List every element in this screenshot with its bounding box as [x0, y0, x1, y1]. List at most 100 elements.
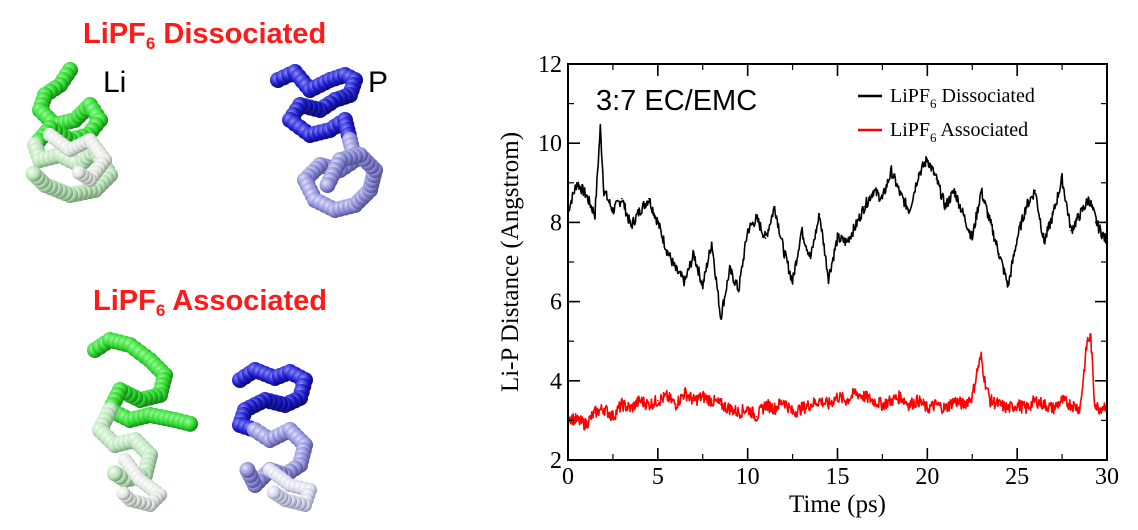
legend-label: LiPF6 Dissociated: [890, 85, 1035, 111]
data-point: [692, 399, 695, 402]
data-point: [962, 213, 965, 216]
data-point: [818, 213, 821, 216]
data-point: [1093, 399, 1096, 402]
p-molecule-blue: [270, 64, 363, 143]
data-point: [881, 197, 884, 200]
data-point: [782, 249, 785, 251]
p-label: P: [368, 66, 389, 99]
data-point: [764, 237, 767, 240]
data-point: [719, 403, 722, 406]
data-point: [791, 411, 794, 414]
data-point: [1052, 213, 1054, 216]
data-point: [1086, 340, 1089, 343]
li-molecule-lightgreen: [25, 137, 118, 203]
data-point: [710, 399, 713, 402]
data-point: [917, 174, 920, 176]
data-point: [980, 356, 983, 358]
data-point: [818, 399, 821, 402]
data-point: [728, 407, 731, 410]
data-point: [683, 281, 686, 283]
data-point: [908, 209, 911, 212]
data-point: [594, 411, 596, 414]
x-tick-label: 5: [652, 464, 664, 490]
data-point: [755, 217, 758, 220]
li-molecule-green: [30, 62, 108, 149]
x-tick-label: 20: [915, 464, 939, 490]
data-point: [648, 197, 650, 200]
data-point: [710, 241, 713, 243]
y-tick-label: 12: [538, 52, 562, 78]
data-point: [1090, 336, 1092, 339]
data-point: [692, 253, 695, 255]
assoc-p-blue: [232, 362, 313, 437]
assoc-li-green: [87, 332, 198, 432]
series-line-associated: [567, 332, 1108, 431]
x-tick-label: 30: [1095, 464, 1119, 490]
associated-title: LiPF6 Associated: [93, 285, 328, 320]
data-point: [962, 403, 965, 406]
data-point: [845, 399, 848, 402]
data-point: [827, 403, 830, 406]
data-point: [639, 399, 641, 402]
data-point: [1016, 237, 1018, 240]
data-point: [1097, 225, 1099, 228]
data-point: [675, 403, 677, 406]
data-point: [836, 395, 839, 398]
data-point: [594, 213, 596, 216]
data-point: [701, 284, 704, 287]
data-point: [944, 407, 947, 410]
data-point: [800, 229, 803, 232]
x-tick-label: 25: [1005, 464, 1029, 490]
data-point: [666, 395, 668, 398]
data-point: [926, 407, 929, 410]
data-point: [944, 205, 947, 208]
data-point: [585, 193, 587, 196]
data-point: [612, 209, 614, 212]
data-point: [1043, 241, 1045, 243]
x-axis-label: Time (ps): [789, 491, 886, 518]
data-point: [1034, 399, 1036, 402]
data-point: [800, 407, 803, 410]
p-molecule-lightblue: [297, 132, 383, 218]
data-point: [657, 399, 659, 402]
molecule-images: [25, 62, 383, 512]
data-point: [917, 399, 920, 402]
data-point: [782, 399, 785, 402]
data-point: [666, 249, 668, 251]
data-point: [755, 415, 758, 418]
data-point: [746, 229, 749, 232]
data-point: [1070, 403, 1072, 406]
data-point: [639, 209, 641, 212]
data-point: [863, 205, 866, 208]
assoc-p-white: [263, 463, 317, 512]
data-point: [701, 395, 704, 398]
y-tick-label: 4: [550, 369, 562, 395]
data-point: [881, 403, 884, 406]
chart-annotation: 3:7 EC/EMC: [596, 85, 757, 117]
data-point: [621, 403, 623, 406]
data-point: [603, 407, 605, 410]
data-point: [908, 403, 911, 406]
data-point: [989, 399, 992, 402]
x-tick-label: 10: [736, 464, 760, 490]
data-point: [773, 407, 776, 410]
data-point: [764, 403, 767, 406]
data-point: [630, 225, 632, 228]
data-point: [845, 241, 848, 243]
li-molecule-white: [43, 128, 112, 187]
y-tick-label: 10: [538, 131, 562, 157]
data-point: [1061, 178, 1063, 180]
data-point: [576, 419, 578, 422]
legend: LiPF6 Dissociated LiPF6 Associated: [858, 85, 1035, 145]
data-point: [683, 391, 686, 394]
x-tick-label: 0: [562, 464, 574, 490]
data-point: [599, 126, 602, 129]
data-point: [863, 395, 866, 398]
assoc-li-white: [116, 453, 167, 512]
data-point: [926, 158, 929, 160]
data-point: [1025, 205, 1027, 208]
data-point: [980, 189, 983, 192]
data-point: [1034, 189, 1036, 192]
data-point: [998, 403, 1000, 406]
y-tick-label: 8: [550, 210, 562, 236]
